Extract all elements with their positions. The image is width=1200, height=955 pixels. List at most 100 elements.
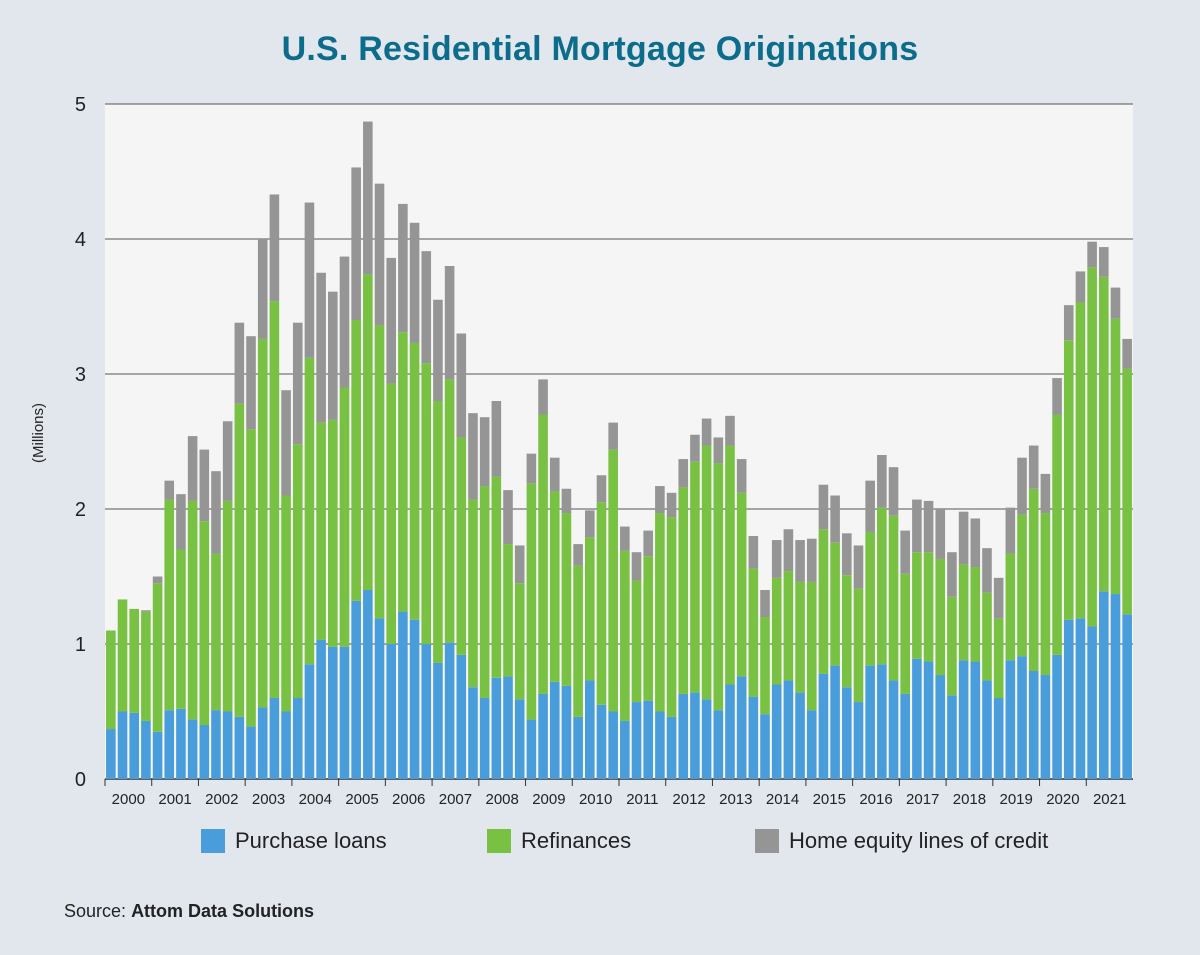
bar-purchase — [152, 731, 163, 779]
bar-heloc — [701, 418, 712, 446]
bar-heloc — [993, 577, 1004, 619]
bar-refinances — [771, 577, 782, 685]
bar-heloc — [433, 299, 443, 401]
bar-heloc — [947, 552, 957, 597]
bar-purchase — [257, 707, 268, 779]
bar-refinances — [608, 449, 618, 712]
bar-heloc — [748, 536, 759, 569]
bar-heloc — [830, 495, 840, 543]
bar-refinances — [806, 581, 817, 711]
bar-refinances — [573, 565, 583, 717]
bar-heloc — [1087, 241, 1097, 268]
bar-refinances — [503, 544, 513, 677]
bar-purchase — [970, 661, 981, 779]
legend-label-purchase: Purchase loans — [235, 828, 387, 853]
bar-purchase — [608, 711, 618, 779]
bar-refinances — [269, 301, 280, 698]
bar-purchase — [409, 619, 420, 779]
bar-purchase — [783, 680, 794, 779]
bar-refinances — [585, 537, 595, 681]
x-tick-label: 2016 — [859, 791, 892, 808]
bar-refinances — [211, 553, 221, 711]
bar-heloc — [900, 530, 910, 574]
bar-purchase — [421, 644, 432, 779]
bar-refinances — [1028, 488, 1039, 671]
bar-refinances — [748, 568, 759, 697]
bar-refinances — [970, 567, 981, 662]
bar-purchase — [1087, 626, 1097, 779]
bar-refinances — [281, 495, 291, 712]
bar-purchase — [678, 693, 689, 779]
bar-heloc — [316, 272, 326, 423]
bar-refinances — [549, 491, 560, 682]
bar-purchase — [1052, 654, 1062, 779]
bar-refinances — [421, 363, 432, 644]
bar-purchase — [561, 685, 572, 779]
bar-purchase — [164, 710, 175, 779]
bar-purchase — [199, 725, 210, 779]
x-tick-label: 2020 — [1046, 791, 1079, 808]
bar-purchase — [479, 698, 490, 779]
bar-heloc — [585, 510, 595, 538]
bar-heloc — [386, 257, 396, 384]
bar-purchase — [982, 680, 992, 779]
bar-refinances — [538, 414, 548, 694]
bar-purchase — [269, 698, 280, 779]
bar-heloc — [1063, 305, 1074, 341]
x-tick-label: 2019 — [999, 791, 1032, 808]
bar-refinances — [631, 580, 642, 703]
bar-purchase — [573, 716, 583, 779]
bar-refinances — [514, 583, 525, 700]
bar-purchase — [234, 716, 245, 779]
x-tick-label: 2021 — [1093, 791, 1126, 808]
bar-heloc — [222, 421, 233, 501]
bar-purchase — [339, 646, 350, 779]
bar-purchase — [246, 726, 256, 779]
y-tick-label: 2 — [75, 499, 86, 521]
bar-heloc — [912, 499, 922, 553]
x-tick-label: 2017 — [906, 791, 939, 808]
bar-purchase — [760, 714, 770, 779]
bar-heloc — [853, 545, 864, 589]
bar-refinances — [818, 529, 829, 674]
bar-refinances — [292, 444, 303, 698]
y-tick-label: 1 — [75, 634, 86, 656]
bar-heloc — [468, 413, 478, 500]
bar-heloc — [1040, 473, 1051, 514]
bar-purchase — [806, 710, 817, 779]
x-tick-label: 2018 — [953, 791, 986, 808]
bar-refinances — [409, 342, 420, 620]
bar-heloc — [398, 203, 408, 333]
bar-purchase — [585, 680, 595, 779]
bar-refinances — [526, 483, 537, 720]
bar-heloc — [176, 494, 186, 550]
bar-heloc — [1099, 247, 1109, 277]
x-tick-label: 2007 — [439, 791, 472, 808]
bar-refinances — [912, 552, 922, 659]
x-tick-label: 2001 — [158, 791, 191, 808]
bar-refinances — [877, 507, 887, 665]
bar-heloc — [795, 540, 805, 582]
bar-refinances — [830, 542, 840, 666]
bar-refinances — [491, 476, 502, 678]
x-tick-label: 2015 — [813, 791, 846, 808]
bar-heloc — [164, 480, 175, 500]
bar-heloc — [456, 333, 467, 438]
x-tick-label: 2011 — [626, 791, 658, 808]
bar-refinances — [1040, 513, 1051, 676]
legend-swatch-refinances — [487, 829, 511, 853]
x-tick-label: 2008 — [485, 791, 518, 808]
bar-refinances — [106, 630, 116, 730]
bar-refinances — [479, 486, 490, 698]
bar-refinances — [363, 274, 373, 590]
bar-purchase — [736, 676, 747, 779]
bar-purchase — [690, 692, 700, 779]
bar-refinances — [900, 573, 910, 694]
bar-purchase — [129, 712, 139, 779]
bar-heloc — [234, 322, 245, 404]
bar-refinances — [655, 513, 665, 712]
bar-heloc — [713, 437, 724, 464]
bar-heloc — [363, 121, 373, 275]
bar-heloc — [806, 538, 817, 582]
bar-heloc — [409, 222, 420, 343]
